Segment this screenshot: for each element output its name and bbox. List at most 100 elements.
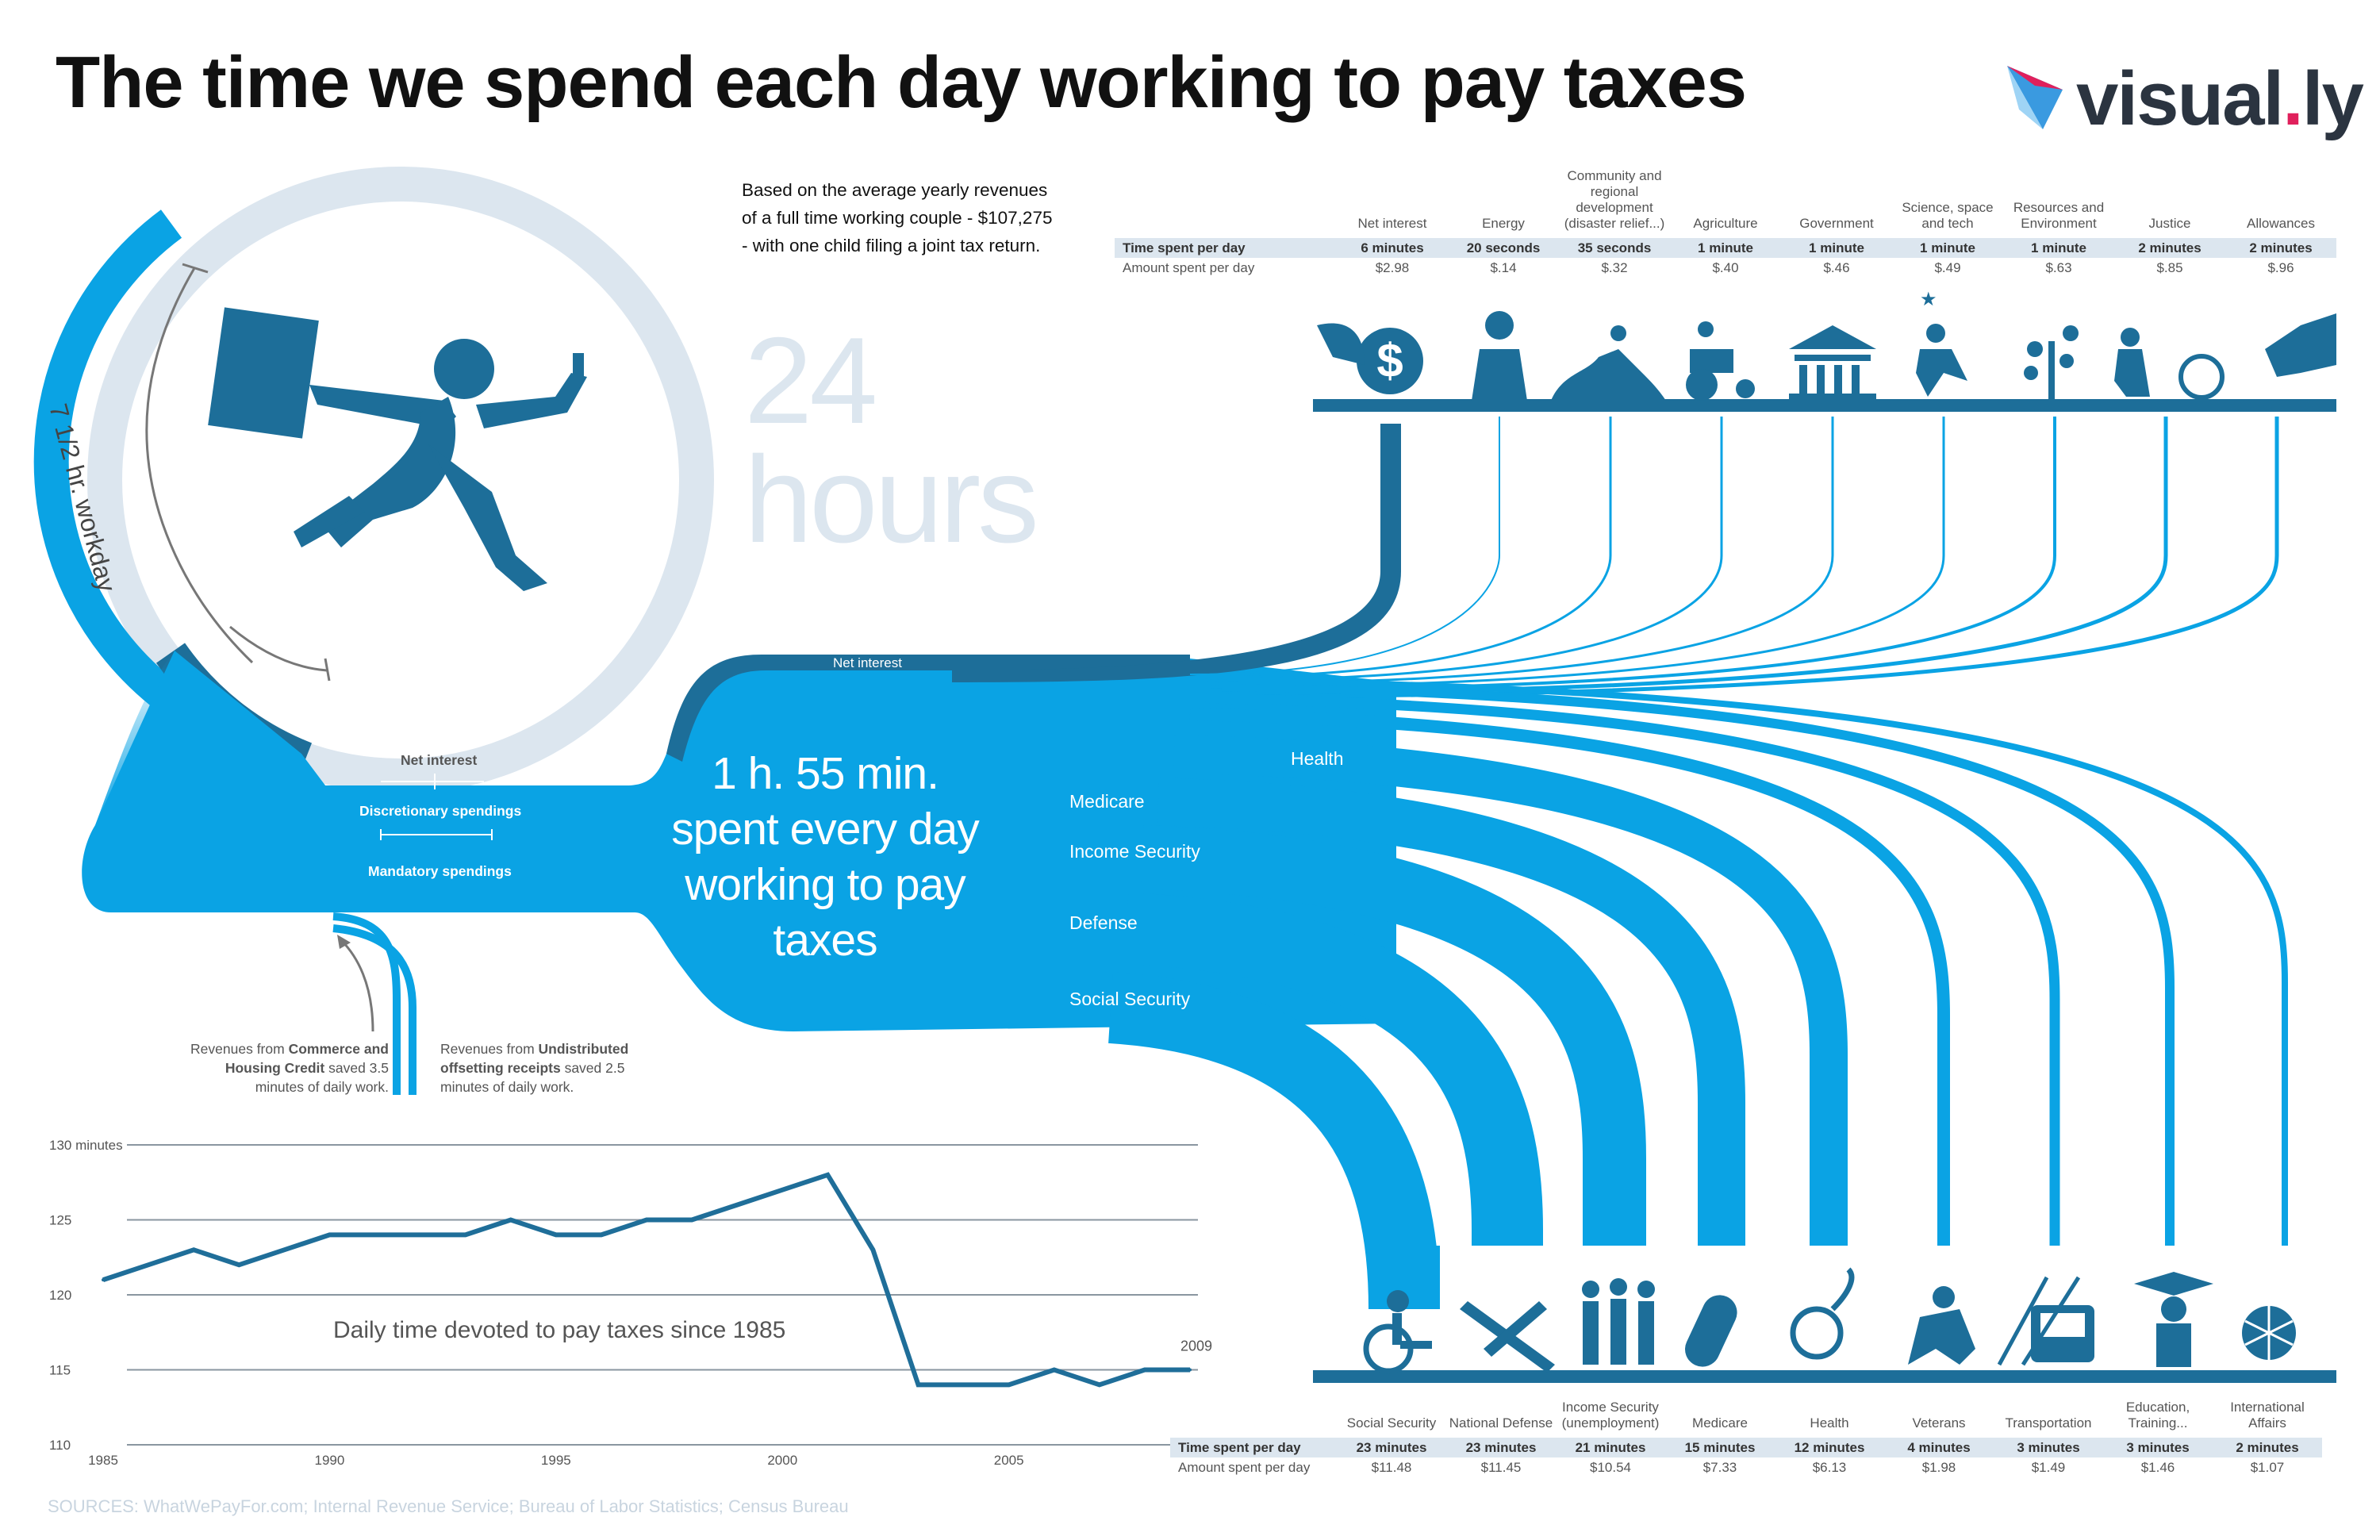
bot-time-cell: 3 minutes	[1994, 1438, 2103, 1457]
top-spending-table: Net interest Energy Community and regional…	[1115, 168, 2336, 278]
top-amount-cell: $.32	[1601, 259, 1628, 275]
revenue-arrow	[340, 939, 374, 1032]
bot-col-header: Transportation	[2005, 1415, 2092, 1431]
revenue-line-2	[332, 924, 416, 1095]
top-amount-cell: $.14	[1490, 259, 1517, 275]
top-amount-cell: $.96	[2267, 259, 2294, 275]
top-col-header: Energy	[1482, 216, 1525, 231]
top-flow-curve	[1189, 417, 1723, 682]
flow-label-income-security: Income Security	[1069, 841, 1200, 862]
center-line-2: spent every day	[671, 804, 979, 854]
top-row2-label: Amount spent per day	[1123, 259, 1255, 275]
top-time-cell: 2 minutes	[2225, 238, 2336, 258]
top-shelf	[1313, 399, 2336, 412]
top-flow-curve	[1189, 417, 1612, 679]
top-flow-curve	[1189, 417, 1834, 686]
hours-label: 24 hours	[744, 319, 1039, 561]
bot-amount-cell: $1.49	[2031, 1459, 2066, 1475]
top-col-header: Allowances	[2247, 216, 2315, 231]
flow-label-social-security: Social Security	[1069, 989, 1191, 1009]
bot-amount-cell: $1.07	[2250, 1459, 2285, 1475]
chart-title: Daily time devoted to pay taxes since 19…	[333, 1317, 786, 1343]
revenue-note-undistributed: Revenues from Undistributed offsetting r…	[440, 1041, 629, 1095]
top-flow-curve	[1189, 417, 1500, 675]
health-icon	[1790, 1267, 1855, 1360]
bot-time-cell: 23 minutes	[1337, 1438, 1446, 1457]
bot-col-header: Medicare	[1692, 1415, 1748, 1431]
top-time-cell: 1 minute	[1892, 238, 2003, 258]
top-row1-label: Time spent per day	[1115, 238, 1337, 258]
bot-time-cell: 15 minutes	[1665, 1438, 1775, 1457]
discretionary-label: Discretionary spendings	[359, 803, 522, 819]
bot-col-header: Veterans	[1912, 1415, 1966, 1431]
government-icon	[1789, 325, 1876, 400]
income-security-icon	[1582, 1278, 1655, 1365]
top-col-header: Resources and Environment	[2013, 200, 2105, 231]
bot-amount-cell: $11.48	[1371, 1459, 1412, 1475]
bottom-shelf	[1313, 1370, 2336, 1383]
center-line-1: 1 h. 55 min.	[712, 748, 939, 799]
top-time-cell: 6 minutes	[1337, 238, 1448, 258]
top-col-header: Community and regional development (disa…	[1564, 168, 1665, 231]
top-amount-cell: $.85	[2156, 259, 2183, 275]
runner-icon	[208, 307, 587, 591]
bot-time-cell: 21 minutes	[1556, 1438, 1665, 1457]
top-flow-curve	[1189, 417, 2056, 692]
bottom-flow-curve	[1189, 708, 1950, 1246]
flow-label-health: Health	[1291, 748, 1344, 769]
net-interest-icon: $	[1317, 323, 1423, 394]
bottom-flow-curve	[1124, 893, 1543, 1246]
top-time-cell: 2 minutes	[2114, 238, 2225, 258]
top-amount-cell: $2.98	[1375, 259, 1410, 275]
top-col-header: Government	[1799, 216, 1874, 231]
clock-ring	[87, 167, 714, 793]
logo-text-dot: .	[2282, 56, 2304, 141]
top-col-header: Science, space and tech	[1902, 200, 1994, 231]
national-defense-icon	[1460, 1301, 1555, 1373]
bot-col-header: National Defense	[1449, 1415, 1553, 1431]
bot-amount-cell: $11.45	[1480, 1459, 1522, 1475]
international-affairs-icon	[2242, 1306, 2296, 1360]
bottom-flow-curve	[1173, 735, 1848, 1246]
logo-mark-icon	[2007, 66, 2063, 129]
top-amount-cell: $.46	[1823, 259, 1850, 275]
bot-amount-cell: $6.13	[1812, 1459, 1847, 1475]
logo-text-main: visual	[2076, 56, 2284, 141]
bot-time-cell: 12 minutes	[1775, 1438, 1884, 1457]
top-amount-cell: $.49	[1934, 259, 1961, 275]
visually-logo[interactable]: visual.ly	[2003, 56, 2364, 143]
resources-icon	[2024, 325, 2079, 401]
education-icon	[2134, 1272, 2213, 1367]
center-headline: 1 h. 55 min. spent every day working to …	[635, 746, 1015, 968]
revenue-note-commerce: Revenues from Commerce and Housing Credi…	[190, 1041, 389, 1095]
allowances-icon	[2265, 313, 2336, 377]
bottom-flow-curve	[1141, 825, 1646, 1246]
bottom-curves	[1108, 678, 2288, 1310]
bot-time-cell: 3 minutes	[2103, 1438, 2213, 1457]
bot-amount-cell: $1.98	[1921, 1459, 1956, 1475]
top-amount-cell: $.40	[1712, 259, 1739, 275]
transportation-icon	[1997, 1276, 2094, 1366]
flow-label-medicare: Medicare	[1069, 791, 1145, 812]
top-flow-curve	[1189, 417, 1945, 689]
top-time-cell: 20 seconds	[1448, 238, 1559, 258]
bottom-flow-curve	[1205, 693, 2060, 1246]
social-security-icon	[1363, 1290, 1432, 1374]
medicare-icon	[1685, 1295, 1737, 1367]
svg-text:★: ★	[1920, 289, 1937, 310]
bottom-row2-label: Amount spent per day	[1178, 1459, 1311, 1475]
page-title: The time we spend each day working to pa…	[56, 42, 1747, 123]
logo-text-end: ly	[2301, 56, 2364, 141]
top-amount-cell: $.63	[2045, 259, 2072, 275]
bot-amount-cell: $7.33	[1702, 1459, 1737, 1475]
top-time-cell: 35 seconds	[1559, 238, 1670, 258]
bottom-row1-label: Time spent per day	[1170, 1438, 1337, 1457]
bottom-flow-curve	[1108, 972, 1440, 1310]
bot-col-header: International Affairs	[2230, 1400, 2305, 1431]
top-flow-curve	[1189, 417, 2279, 699]
mandatory-label: Mandatory spendings	[368, 863, 512, 879]
community-icon	[1551, 325, 1666, 401]
bot-col-header: Income Security (unemployment)	[1561, 1400, 1660, 1431]
bottom-flow-curve	[1157, 778, 1745, 1246]
